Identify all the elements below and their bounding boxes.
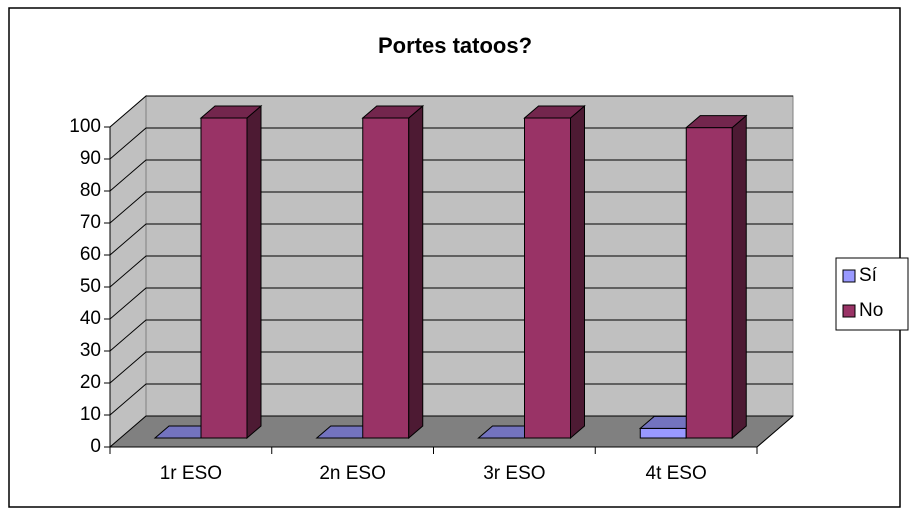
x-tick-label: 4t ESO [646,463,707,484]
bar-top [199,105,263,119]
bar [361,104,425,440]
y-tick-label: 100 [69,116,101,137]
y-tick-label: 70 [80,212,101,233]
y-tick-label: 80 [80,180,101,201]
y-tick-label: 0 [90,436,101,457]
bar-front [524,117,571,439]
y-tick-label: 20 [80,372,101,393]
bar-front [362,117,410,439]
bar-front [200,117,248,439]
y-tick-label: 60 [80,244,101,265]
legend-swatch [842,269,856,283]
x-tick-label: 3r ESO [483,463,545,484]
bar-side [731,114,747,440]
y-tick-label: 30 [80,340,101,361]
legend-swatch [842,304,856,318]
bar-front [639,427,687,439]
x-tick-label: 1r ESO [160,463,222,484]
bar-top [684,115,748,129]
legend-label: Sí [859,265,878,286]
y-tick-label: 90 [80,148,101,169]
bar-top [361,105,425,119]
y-tick-label: 50 [80,276,101,297]
bar-side [570,104,585,440]
y-tick-label: 40 [80,308,101,329]
bar [199,104,263,440]
bar-top [523,105,586,119]
legend-label: No [859,300,883,321]
grid-line [109,95,793,128]
bar-side [408,104,424,440]
bar [523,104,586,440]
chart-title: Portes tatoos? [378,33,532,58]
bar [684,114,748,440]
bar-front [685,127,733,439]
x-tick-label: 2n ESO [319,463,386,484]
y-tick-label: 10 [80,404,101,425]
bar-side [246,104,262,440]
